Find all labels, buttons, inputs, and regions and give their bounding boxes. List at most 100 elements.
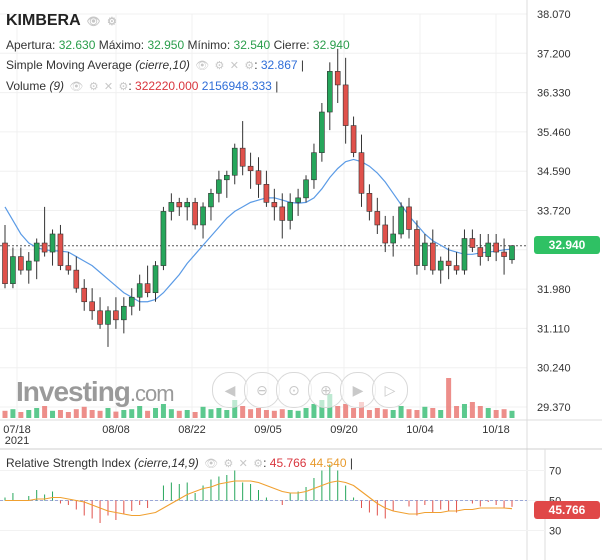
volume-bar (366, 410, 372, 418)
maximo-value: 32.950 (147, 38, 185, 52)
volume-bar (493, 410, 499, 418)
time-tick-label: 09/05 (254, 424, 282, 436)
volume-bar (192, 412, 198, 418)
apertura-value: 32.630 (58, 38, 96, 52)
candles (2, 48, 515, 347)
watermark-logo: Investing.com (16, 376, 175, 408)
price-tick-label: 29.370 (537, 402, 571, 414)
close-icon[interactable]: ✕ (229, 60, 239, 72)
gear-icon[interactable]: ⚙ (106, 16, 117, 28)
volume-bar (469, 402, 475, 418)
candle-body (144, 283, 151, 294)
scroll-right-end-button[interactable]: ▶ (340, 372, 376, 408)
volume-bar (129, 409, 135, 418)
gear-icon[interactable]: ⚙ (253, 458, 264, 470)
eye-icon[interactable]: 👁 (204, 458, 219, 470)
candle-body (184, 202, 191, 208)
candle-body (485, 242, 492, 257)
candle-body (255, 170, 262, 185)
rsi-legend: Relative Strength Index (cierre,14,9) 👁 … (6, 456, 353, 470)
candle-body (445, 260, 452, 266)
volume-bar (97, 410, 103, 418)
volume-bar (279, 409, 285, 418)
price-tick-label: 33.720 (537, 206, 571, 218)
time-tick-label: 08/22 (178, 424, 206, 436)
candle-body (41, 242, 48, 253)
volume-bar (153, 408, 159, 418)
scroll-left-button[interactable]: ◀ (212, 372, 248, 408)
scroll-right-button[interactable]: ▷ (372, 372, 408, 408)
gear-icon[interactable]: ⚙ (118, 81, 129, 93)
volume-legend: Volume (9) 👁 ⚙ ✕ ⚙: 322220.000 2156948.3… (6, 79, 279, 93)
watermark-brand: Investing (16, 376, 131, 407)
close-icon[interactable]: ✕ (103, 81, 114, 93)
candle-body (247, 165, 254, 172)
maximo-label: Máximo: (98, 38, 145, 52)
volume-bar (477, 406, 483, 418)
candle-body (350, 125, 357, 153)
candle-body (136, 283, 143, 298)
candle-body (10, 256, 16, 284)
rsi-tick-label: 70 (549, 466, 561, 478)
volume-bar (65, 412, 71, 418)
zoom-out-button[interactable]: ⊖ (244, 372, 280, 408)
sma-name: Simple Moving Average (6, 58, 132, 72)
volume-bar (34, 408, 40, 418)
candle-body (342, 84, 349, 126)
volume-bar (263, 410, 269, 418)
volume-bar (501, 409, 507, 418)
price-tick-label: 36.330 (537, 88, 571, 100)
candle-body (192, 202, 198, 226)
candle-body (152, 265, 159, 294)
eye-icon[interactable]: 👁 (86, 16, 101, 28)
volume-bar (295, 410, 301, 418)
eye-icon[interactable]: 👁 (195, 60, 210, 72)
volume-bars (2, 378, 515, 418)
volume-bar (374, 408, 380, 418)
gear-icon[interactable]: ⚙ (88, 81, 99, 93)
volume-bar (18, 412, 24, 418)
zoom-reset-button[interactable]: ⊙ (276, 372, 312, 408)
rsi-pane: 705030 (0, 464, 561, 538)
symbol-name: KIMBERA (6, 12, 81, 29)
candle-body (208, 193, 214, 208)
gear-icon[interactable]: ⚙ (244, 60, 255, 72)
candle-body (366, 193, 373, 212)
volume-name: Volume (6, 79, 47, 93)
zoom-in-button[interactable]: ⊕ (308, 372, 344, 408)
watermark-suffix: .com (129, 381, 175, 406)
candle-body (390, 233, 396, 244)
minimo-label: Mínimo: (187, 38, 231, 52)
price-tick-label: 34.590 (537, 166, 571, 178)
gear-icon[interactable]: ⚙ (223, 458, 234, 470)
volume-bar (216, 408, 222, 418)
volume-bar (160, 404, 166, 418)
volume-bar (422, 406, 428, 418)
sma-line-group (4, 158, 513, 303)
volume-bar (81, 406, 87, 418)
candle-body (2, 242, 8, 284)
volume-bar (137, 406, 143, 418)
candle-body (200, 206, 206, 226)
volume-bar (57, 410, 63, 418)
gear-icon[interactable]: ⚙ (214, 60, 225, 72)
volume-bar (287, 410, 293, 418)
volume-bar (335, 406, 341, 418)
volume-bar (319, 400, 325, 418)
volume-bar (430, 408, 436, 418)
volume-bar (303, 408, 309, 418)
candle-body (113, 310, 119, 321)
volume-bar (446, 378, 452, 418)
price-tick-label: 30.240 (537, 363, 571, 375)
price-tick-label: 35.460 (537, 127, 571, 139)
close-icon[interactable]: ✕ (238, 458, 248, 470)
candle-body (231, 147, 238, 176)
eye-icon[interactable]: 👁 (69, 81, 84, 93)
time-tick-label: 07/18 (3, 424, 31, 436)
price-tick-label: 38.070 (537, 9, 571, 21)
volume-bar (26, 410, 32, 418)
volume-bar (224, 410, 230, 418)
volume-bar (248, 409, 254, 418)
candle-body (271, 202, 278, 208)
volume-bar (42, 406, 48, 418)
